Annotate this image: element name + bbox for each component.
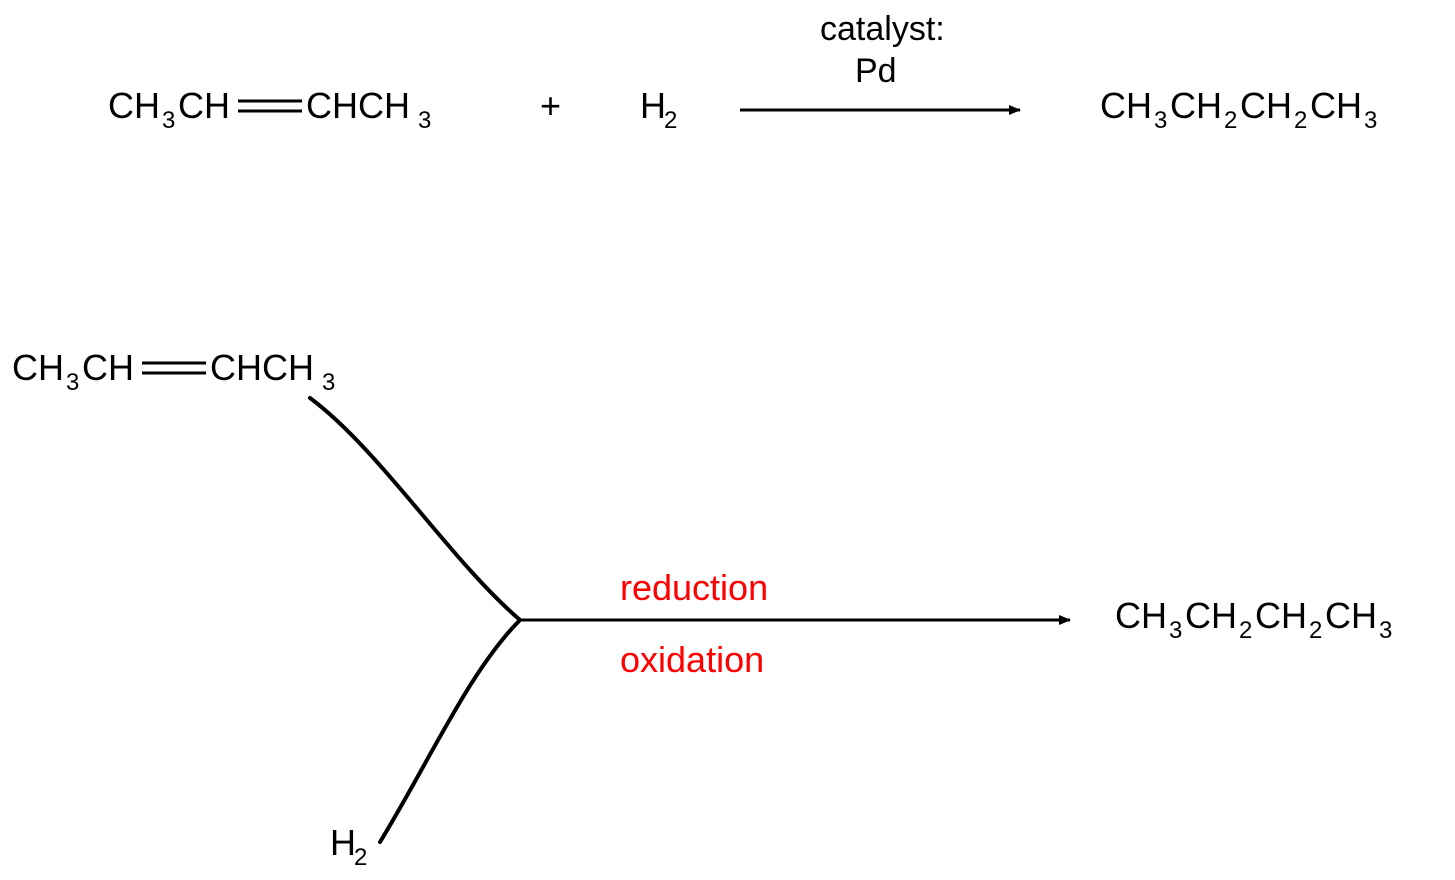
bottom-product-alkane: CH3CH2CH2CH3 [1115,595,1392,644]
top-product-alkane-m4: CH [1240,85,1292,126]
top-product-alkane-s1: 3 [1154,107,1167,134]
bottom-product-alkane-s7: 3 [1379,617,1392,644]
top-product-alkane-m6: CH [1310,85,1362,126]
oxidation-label: oxidation [620,639,764,680]
bottom-product-alkane-m4: CH [1255,595,1307,636]
top-reactant-alkene-s2: 3 [418,107,431,134]
top-product-alkane-s5: 2 [1294,107,1307,134]
top-product-alkane: CH3CH2CH2CH3 [1100,85,1377,134]
merge-curve-top [310,398,520,620]
top-h2-2: 2 [664,107,677,134]
top-reactant-alkene-ch1: CH [108,85,160,126]
bottom-product-alkane-m2: CH [1185,595,1237,636]
reduction-label: reduction [620,567,768,608]
top-product-alkane-s7: 3 [1364,107,1377,134]
top-product-alkane-s3: 2 [1224,107,1237,134]
top-reactant-alkene: CH3CHCHCH3 [108,85,431,134]
catalyst-value: Pd [855,52,897,90]
bottom-reactant-alkene-ch2: CH [82,347,134,388]
top-product-alkane-m0: CH [1100,85,1152,126]
bottom-product-alkane-m6: CH [1325,595,1377,636]
catalyst-label: catalyst: [820,10,945,48]
top-reactant-alkene-chch: CHCH [306,85,410,126]
top-reactant-alkene-ch2: CH [178,85,230,126]
bottom-product-alkane-s3: 2 [1239,617,1252,644]
top-h2: H2 [640,85,677,134]
bottom-product-alkane-s5: 2 [1309,617,1322,644]
top-plus: + [540,85,561,126]
bottom-reactant-alkene-chch: CHCH [210,347,314,388]
top-h2-H: H [640,85,666,126]
bottom-h2-H: H [330,822,356,863]
merge-curve-bottom [380,620,520,842]
bottom-reactant-alkene: CH3CHCHCH3 [12,347,335,396]
bottom-h2: H2 [330,822,367,871]
bottom-product-alkane-m0: CH [1115,595,1167,636]
top-reactant-alkene-s1: 3 [162,107,175,134]
bottom-reactant-alkene-ch1: CH [12,347,64,388]
top-product-alkane-m2: CH [1170,85,1222,126]
bottom-product-alkane-s1: 3 [1169,617,1182,644]
bottom-reactant-alkene-s2: 3 [322,369,335,396]
bottom-reactant-alkene-s1: 3 [66,369,79,396]
bottom-h2-2: 2 [354,844,367,871]
